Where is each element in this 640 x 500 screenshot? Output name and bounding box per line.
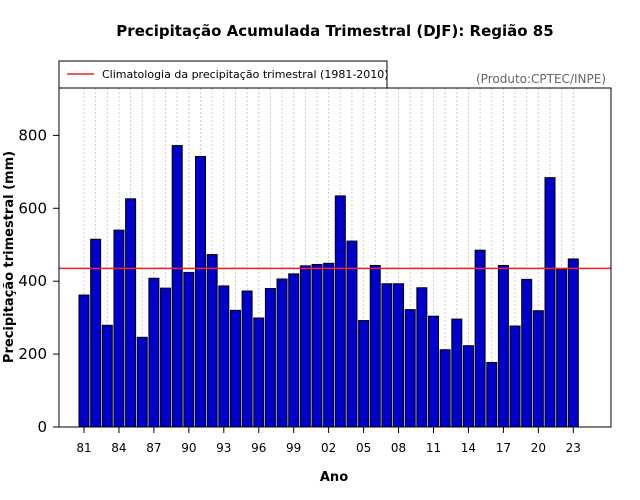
y-tick-label: 400 — [18, 272, 47, 290]
bar-03 — [334, 195, 346, 428]
bar-13 — [451, 318, 463, 428]
x-tick-label: 99 — [286, 441, 301, 455]
bar-92 — [206, 254, 218, 428]
bar-12 — [439, 349, 451, 428]
bar-01 — [311, 263, 323, 428]
x-axis: 81 84 87 90 93 96 99 02 05 08 11 14 17 20 23 — [76, 427, 581, 455]
vertical-grid — [83, 88, 574, 427]
bar-93 — [218, 285, 230, 428]
x-axis-title: Ano — [320, 470, 348, 485]
x-tick-label: 93 — [216, 441, 231, 455]
y-tick-label: 800 — [18, 126, 47, 144]
bar-00 — [299, 265, 311, 428]
bar-23 — [567, 258, 579, 428]
bar-87 — [148, 277, 160, 428]
source-label: (Produto:CPTEC/INPE) — [476, 72, 606, 86]
bar-96 — [253, 317, 265, 428]
y-axis: 0 200 400 600 800 — [18, 126, 59, 436]
y-tick-label: 200 — [18, 345, 47, 363]
bar-18 — [509, 325, 521, 428]
bar-10 — [416, 287, 428, 428]
x-tick-label: 02 — [321, 441, 336, 455]
legend: Climatologia da precipitação trimestral … — [58, 60, 389, 89]
bar-91 — [195, 156, 206, 428]
bar-08 — [393, 283, 405, 428]
x-tick-label: 20 — [531, 441, 546, 455]
bar-07 — [381, 283, 393, 428]
bar-88 — [160, 287, 172, 428]
bar-85 — [125, 198, 137, 428]
x-tick-label: 11 — [426, 441, 441, 455]
x-tick-label: 90 — [181, 441, 196, 455]
x-tick-label: 84 — [111, 441, 126, 455]
bar-21 — [544, 177, 556, 428]
bar-22 — [556, 268, 568, 428]
y-axis-title: Precipitação trimestral (mm) — [2, 151, 17, 363]
x-tick-label: 87 — [146, 441, 161, 455]
bar-82 — [90, 238, 102, 428]
y-tick-label: 600 — [18, 199, 47, 217]
x-tick-label: 96 — [251, 441, 266, 455]
bar-95 — [241, 290, 253, 428]
bar-19 — [521, 278, 533, 428]
bar-15 — [474, 249, 486, 428]
bar-11 — [428, 315, 439, 428]
bar-90 — [183, 271, 195, 428]
bar-81 — [78, 294, 90, 428]
bar-83 — [101, 324, 113, 428]
x-tick-label: 23 — [566, 441, 581, 455]
x-tick-label: 17 — [496, 441, 511, 455]
bar-89 — [171, 145, 183, 428]
bar-97 — [264, 287, 276, 428]
bars — [78, 145, 579, 428]
x-tick-label: 81 — [76, 441, 91, 455]
bar-16 — [486, 361, 498, 428]
legend-box — [58, 60, 388, 89]
bar-84 — [113, 229, 125, 428]
bar-05 — [358, 320, 370, 428]
bar-20 — [532, 310, 544, 428]
bar-02 — [323, 262, 335, 428]
bar-86 — [136, 336, 148, 428]
legend-label: Climatologia da precipitação trimestral … — [102, 68, 389, 81]
y-tick-label: 0 — [37, 418, 47, 436]
x-tick-label: 14 — [461, 441, 476, 455]
bar-99 — [288, 273, 300, 428]
bar-17 — [497, 265, 509, 428]
bar-06 — [369, 265, 381, 428]
bar-98 — [276, 278, 288, 428]
bar-09 — [404, 309, 416, 428]
bar-94 — [229, 309, 241, 428]
bar-14 — [462, 345, 474, 428]
x-tick-label: 05 — [356, 441, 371, 455]
chart-title: Precipitação Acumulada Trimestral (DJF):… — [116, 22, 553, 40]
x-tick-label: 08 — [391, 441, 406, 455]
